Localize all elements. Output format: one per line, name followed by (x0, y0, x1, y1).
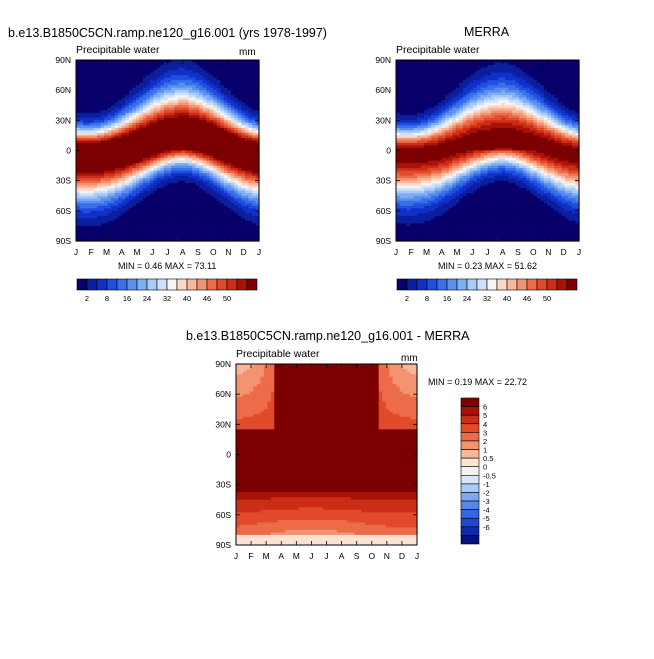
panel1-colorbar-swatch (137, 279, 147, 290)
panel1-colorbar-swatch (237, 279, 247, 290)
panel1-ytick-label: 0 (66, 146, 71, 156)
panel1-colorbar-swatch (157, 279, 167, 290)
panel1-colorbar-label: 50 (223, 294, 231, 303)
panel1-ytick-label: 90S (56, 236, 71, 246)
panel1-subtitle: Precipitable water (76, 44, 160, 56)
panel1-colorbar-label: 40 (183, 294, 191, 303)
panel1-colorbar-swatch (117, 279, 127, 290)
panel1-xtick-label: F (89, 247, 94, 257)
panel2-field (396, 60, 580, 242)
panel1-ytick-label: 30S (56, 176, 71, 186)
panel1-field (76, 60, 260, 242)
panel1-colorbar-swatch (227, 279, 237, 290)
panel1-colorbar-swatch (87, 279, 97, 290)
panel1-units: mm (239, 47, 256, 58)
panel1-colorbar-label: 24 (143, 294, 151, 303)
panel1-xtick-label: A (119, 247, 125, 257)
panel1-colorbar-swatch (187, 279, 197, 290)
panel1-ytick-label: 60N (55, 85, 71, 95)
panel1-xtick-label: J (150, 247, 154, 257)
panel1-stats: MIN = 0.46 MAX = 73.11 (118, 261, 216, 271)
panel1-colorbar-swatch (217, 279, 227, 290)
panel1-colorbar-swatch (77, 279, 87, 290)
panel1-xtick-label: O (210, 247, 217, 257)
panel1-colorbar-label: 32 (163, 294, 171, 303)
panel1-colorbar-swatch (247, 279, 257, 290)
panel2-subtitle: Precipitable water (396, 44, 480, 56)
panel1-xtick-label: S (195, 247, 201, 257)
panel1-colorbar-label: 16 (123, 294, 131, 303)
panel1-title: b.e13.B1850C5CN.ramp.ne120_g16.001 (yrs … (8, 26, 327, 40)
panel1-colorbar-swatch (127, 279, 137, 290)
panel1-ytick-label: 60S (56, 206, 71, 216)
panel1-colorbar-swatch (97, 279, 107, 290)
panel1-colorbar-swatch (147, 279, 157, 290)
panel1-xtick-label: J (74, 247, 78, 257)
panel1-xtick-label: D (241, 247, 247, 257)
panel1-colorbar-swatch (197, 279, 207, 290)
panel1-xtick-label: M (103, 247, 110, 257)
panel2-title: MERRA (464, 25, 510, 39)
panel1-colorbar-label: 2 (85, 294, 89, 303)
panel1-colorbar-swatch (107, 279, 117, 290)
panel1-colorbar-swatch (167, 279, 177, 290)
panel1-colorbar-label: 46 (203, 294, 211, 303)
panel1-colorbar: 2 8 16 24 32 40 46 50 (77, 279, 257, 303)
panel1-xtick-label: J (165, 247, 169, 257)
panel1-ytick-label: 90N (55, 55, 71, 65)
panel1-xtick-label: M (133, 247, 140, 257)
panel1-ytick-label: 30N (55, 115, 71, 125)
panel1-xtick-label: A (180, 247, 186, 257)
panel1-colorbar-swatch (207, 279, 217, 290)
panel1-xtick-label: N (225, 247, 231, 257)
panel1-xtick-label: J (257, 247, 261, 257)
panel1-colorbar-swatch (177, 279, 187, 290)
panel1-colorbar-label: 8 (105, 294, 109, 303)
